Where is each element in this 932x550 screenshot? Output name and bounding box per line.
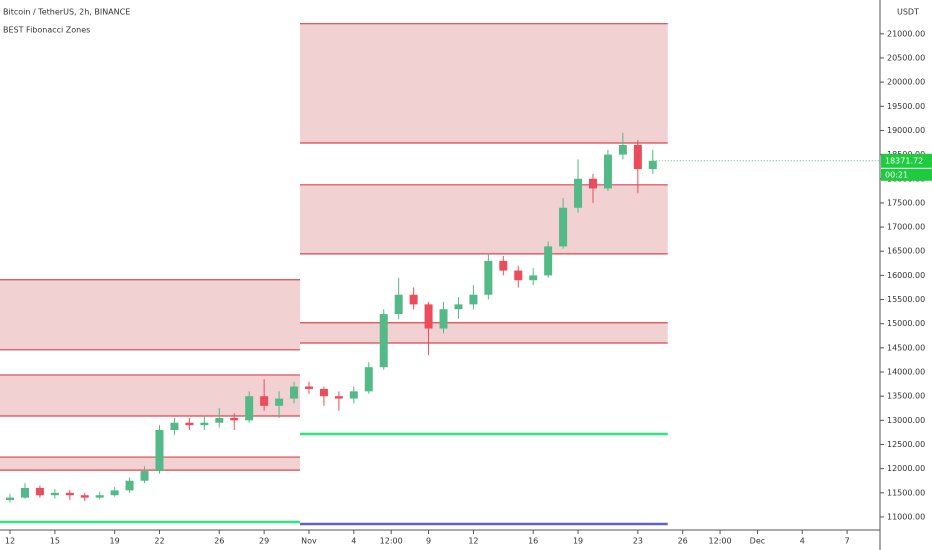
y-tick-label: 11000.00 — [887, 512, 925, 521]
candle-body — [185, 422, 194, 426]
candle-body — [110, 490, 119, 496]
candle-body — [50, 492, 59, 496]
y-tick-label: 16500.00 — [887, 247, 925, 256]
candle-body — [484, 260, 493, 295]
currency-selector[interactable]: USDT — [897, 8, 919, 17]
candle-body — [574, 178, 583, 208]
x-tick-label: 7 — [845, 537, 850, 546]
x-tick-label: 4 — [351, 537, 356, 546]
candle-body — [95, 495, 104, 498]
candle-body — [155, 429, 164, 472]
x-tick-label: 26 — [214, 537, 224, 546]
candle-body — [20, 487, 29, 498]
candle-body — [588, 178, 597, 189]
candle-body — [544, 246, 553, 276]
last-price-label: 18371.72 — [885, 156, 923, 165]
x-tick-label: 9 — [426, 537, 431, 546]
candle-body — [409, 294, 418, 305]
candle-body — [290, 386, 299, 399]
y-tick-label: 16000.00 — [887, 271, 925, 280]
countdown-label: 00:21 — [885, 170, 908, 179]
y-tick-label: 19500.00 — [887, 102, 925, 111]
candle-body — [304, 386, 313, 389]
candle-body — [6, 497, 15, 501]
candle-body — [618, 144, 627, 155]
x-tick-label: 12:00 — [380, 537, 403, 546]
x-tick-label: 23 — [633, 537, 643, 546]
candle-body — [379, 314, 388, 368]
y-tick-label: 12000.00 — [887, 464, 925, 473]
candle-body — [364, 367, 373, 392]
fib-zone — [0, 457, 301, 471]
candle-body — [140, 471, 149, 481]
candle-body — [559, 207, 568, 247]
x-tick-label: 19 — [573, 537, 583, 546]
y-tick-label: 14500.00 — [887, 343, 925, 352]
x-tick-label: 12 — [5, 537, 15, 546]
countdown-box — [881, 168, 932, 181]
candle-body — [65, 492, 74, 496]
y-tick-label: 20500.00 — [887, 53, 925, 62]
candle-body — [125, 480, 134, 491]
candle-body — [439, 309, 448, 329]
y-tick-label: 11500.00 — [887, 488, 925, 497]
fib-zone — [0, 374, 301, 416]
y-tick-label: 17000.00 — [887, 223, 925, 232]
candle-body — [215, 417, 224, 423]
candle-body — [454, 304, 463, 310]
candle-body — [170, 422, 179, 430]
y-tick-label: 19000.00 — [887, 126, 925, 135]
x-tick-label: 29 — [259, 537, 269, 546]
candle-body — [514, 270, 523, 281]
x-tick-label: 16 — [528, 537, 538, 546]
x-tick-label: Nov — [301, 537, 317, 546]
y-tick-label: 14000.00 — [887, 368, 925, 377]
candle-body — [633, 144, 642, 170]
y-tick-label: 15000.00 — [887, 319, 925, 328]
candle-body — [200, 422, 209, 426]
y-tick-label: 20000.00 — [887, 78, 925, 87]
fib-zone — [300, 322, 668, 344]
x-tick-label: Dec — [750, 537, 765, 546]
x-tick-label: 19 — [110, 537, 120, 546]
y-tick-label: 13000.00 — [887, 416, 925, 425]
candle-body — [603, 154, 612, 189]
candle-body — [260, 396, 269, 406]
candle-body — [334, 396, 343, 399]
y-tick-label: 12500.00 — [887, 440, 925, 449]
candle-body — [245, 396, 254, 421]
fib-zone — [300, 184, 668, 254]
candle-body — [394, 294, 403, 315]
candle-body — [35, 487, 44, 496]
plot-area — [0, 23, 668, 526]
candle-body — [349, 391, 358, 399]
fib-zone — [300, 23, 668, 144]
x-tick-label: 12:00 — [709, 537, 732, 546]
y-tick-label: 17500.00 — [887, 198, 925, 207]
candle-body — [319, 388, 328, 397]
y-tick-label: 13500.00 — [887, 392, 925, 401]
candle-body — [529, 275, 538, 281]
x-tick-label: 26 — [678, 537, 688, 546]
fib-zone — [0, 279, 301, 350]
candle-body — [275, 398, 284, 406]
candle-body — [469, 294, 478, 305]
chart-title: Bitcoin / TetherUS, 2h, BINANCE — [3, 8, 130, 17]
x-tick-label: 15 — [50, 537, 60, 546]
candle-body — [424, 304, 433, 329]
x-tick-label: 12 — [468, 537, 478, 546]
x-tick-label: 22 — [154, 537, 164, 546]
candle-body — [499, 260, 508, 271]
x-tick-label: 4 — [800, 537, 805, 546]
y-tick-label: 15500.00 — [887, 295, 925, 304]
last-price-box — [881, 153, 932, 168]
candle-body — [230, 417, 239, 421]
candle-body — [648, 160, 657, 170]
candle-body — [80, 495, 89, 498]
y-tick-label: 21000.00 — [887, 29, 925, 38]
indicator-name: BEST Fibonacci Zones — [3, 26, 90, 35]
